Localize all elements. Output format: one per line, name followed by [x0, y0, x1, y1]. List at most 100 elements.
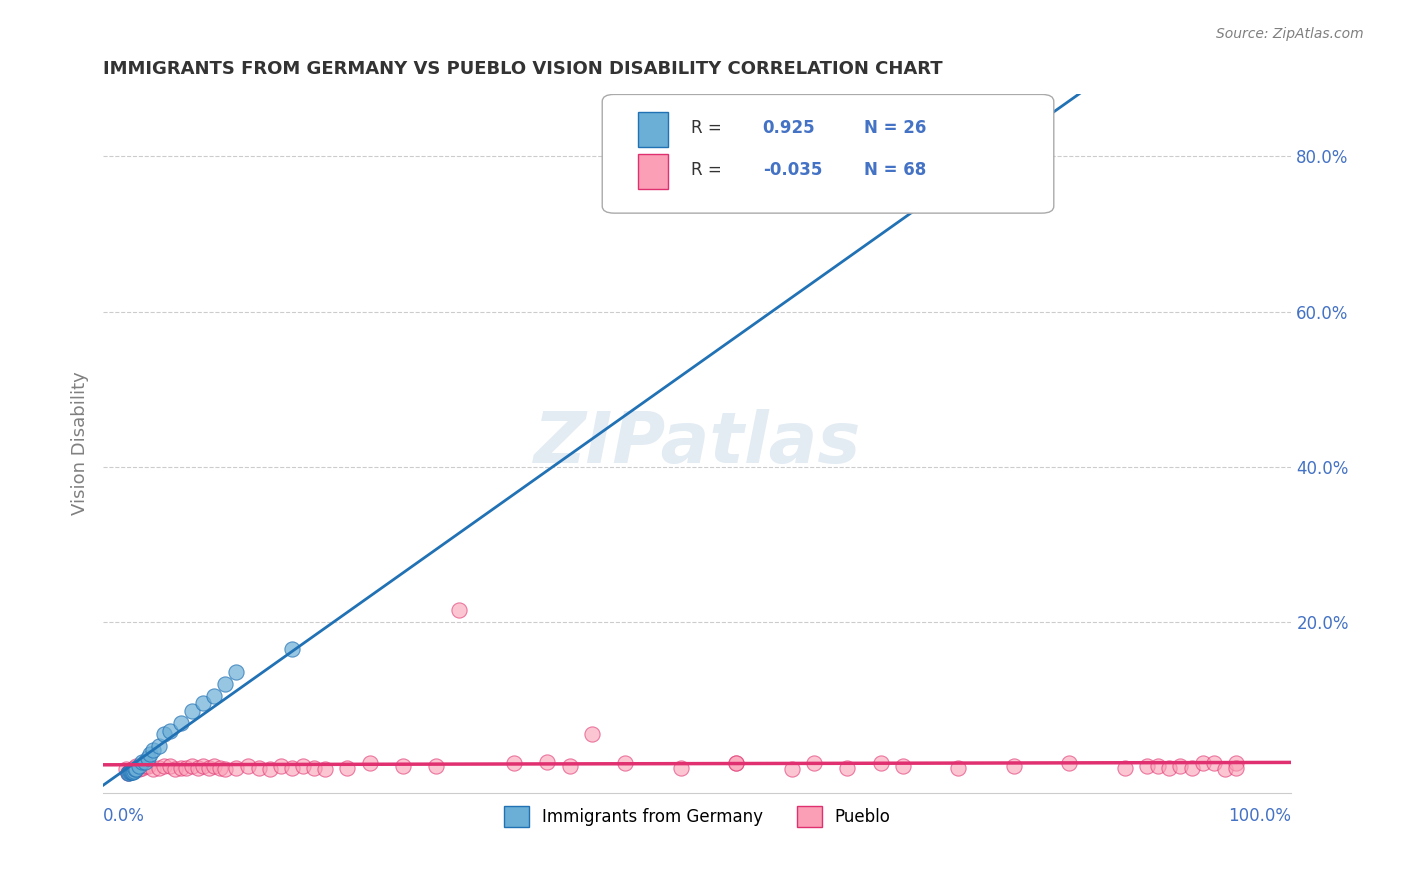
- Point: [170, 761, 193, 775]
- Point: [314, 763, 336, 777]
- Point: [669, 761, 692, 775]
- Point: [1225, 761, 1247, 775]
- Point: [181, 704, 204, 718]
- Point: [122, 764, 145, 779]
- Point: [1147, 758, 1170, 772]
- Point: [176, 761, 198, 775]
- Point: [536, 755, 558, 769]
- Point: [148, 739, 170, 753]
- Point: [125, 758, 148, 772]
- Point: [131, 755, 153, 769]
- Point: [136, 750, 159, 764]
- Point: [197, 761, 219, 775]
- Text: IMMIGRANTS FROM GERMANY VS PUEBLO VISION DISABILITY CORRELATION CHART: IMMIGRANTS FROM GERMANY VS PUEBLO VISION…: [103, 60, 943, 78]
- Point: [336, 761, 359, 775]
- Point: [1159, 761, 1181, 775]
- Point: [202, 758, 225, 772]
- Point: [186, 761, 208, 775]
- Point: [115, 763, 138, 777]
- Point: [139, 747, 162, 761]
- Point: [948, 761, 970, 775]
- Point: [259, 763, 281, 777]
- Point: [302, 761, 325, 775]
- Point: [159, 758, 181, 772]
- Text: R =: R =: [692, 161, 723, 178]
- Point: [1002, 758, 1025, 772]
- Point: [270, 758, 292, 772]
- FancyBboxPatch shape: [602, 95, 1053, 213]
- Legend: Immigrants from Germany, Pueblo: Immigrants from Germany, Pueblo: [498, 799, 897, 833]
- Text: N = 26: N = 26: [863, 119, 927, 137]
- Y-axis label: Vision Disability: Vision Disability: [72, 372, 89, 516]
- Point: [281, 642, 304, 657]
- Point: [131, 761, 153, 775]
- Point: [117, 766, 139, 780]
- Point: [558, 758, 581, 772]
- Point: [503, 756, 526, 771]
- Point: [447, 603, 470, 617]
- Point: [1170, 758, 1192, 772]
- Point: [118, 765, 141, 780]
- Point: [165, 763, 187, 777]
- Point: [181, 758, 204, 772]
- Point: [614, 756, 637, 771]
- Point: [121, 763, 143, 777]
- Point: [122, 763, 145, 777]
- Point: [725, 756, 748, 771]
- Point: [148, 761, 170, 775]
- Point: [153, 727, 176, 741]
- Point: [1202, 756, 1225, 771]
- Point: [153, 758, 176, 772]
- Point: [281, 761, 304, 775]
- Point: [1180, 761, 1202, 775]
- FancyBboxPatch shape: [638, 153, 668, 189]
- Text: R =: R =: [692, 119, 723, 137]
- Point: [134, 758, 156, 772]
- Point: [725, 756, 748, 771]
- Point: [122, 761, 145, 775]
- Point: [125, 763, 148, 777]
- Point: [122, 764, 145, 778]
- Point: [425, 758, 447, 772]
- Point: [837, 761, 859, 775]
- Point: [236, 758, 259, 772]
- Point: [191, 697, 214, 711]
- Point: [780, 763, 803, 777]
- Point: [202, 689, 225, 703]
- Point: [128, 763, 150, 777]
- Point: [292, 758, 315, 772]
- Point: [1225, 756, 1247, 771]
- Point: [214, 763, 236, 777]
- Point: [869, 756, 891, 771]
- Point: [225, 761, 247, 775]
- Point: [142, 763, 165, 777]
- Point: [581, 727, 603, 741]
- Point: [136, 758, 159, 772]
- Point: [359, 756, 381, 771]
- Point: [214, 677, 236, 691]
- Point: [247, 761, 270, 775]
- Point: [1213, 763, 1236, 777]
- Point: [1191, 756, 1213, 771]
- Text: Source: ZipAtlas.com: Source: ZipAtlas.com: [1216, 27, 1364, 41]
- Point: [120, 765, 142, 780]
- Point: [118, 766, 141, 780]
- Point: [121, 764, 143, 779]
- Point: [948, 180, 970, 194]
- Point: [803, 756, 825, 771]
- Text: N = 68: N = 68: [863, 161, 927, 178]
- Point: [891, 758, 914, 772]
- Point: [170, 715, 193, 730]
- Point: [128, 758, 150, 772]
- Point: [191, 758, 214, 772]
- Text: -0.035: -0.035: [762, 161, 823, 178]
- Text: 0.925: 0.925: [762, 119, 815, 137]
- Point: [134, 755, 156, 769]
- Point: [118, 764, 141, 778]
- Point: [118, 764, 141, 779]
- Point: [392, 758, 415, 772]
- Text: 0.0%: 0.0%: [103, 806, 145, 824]
- Point: [1114, 761, 1136, 775]
- Point: [142, 743, 165, 757]
- Point: [124, 763, 146, 777]
